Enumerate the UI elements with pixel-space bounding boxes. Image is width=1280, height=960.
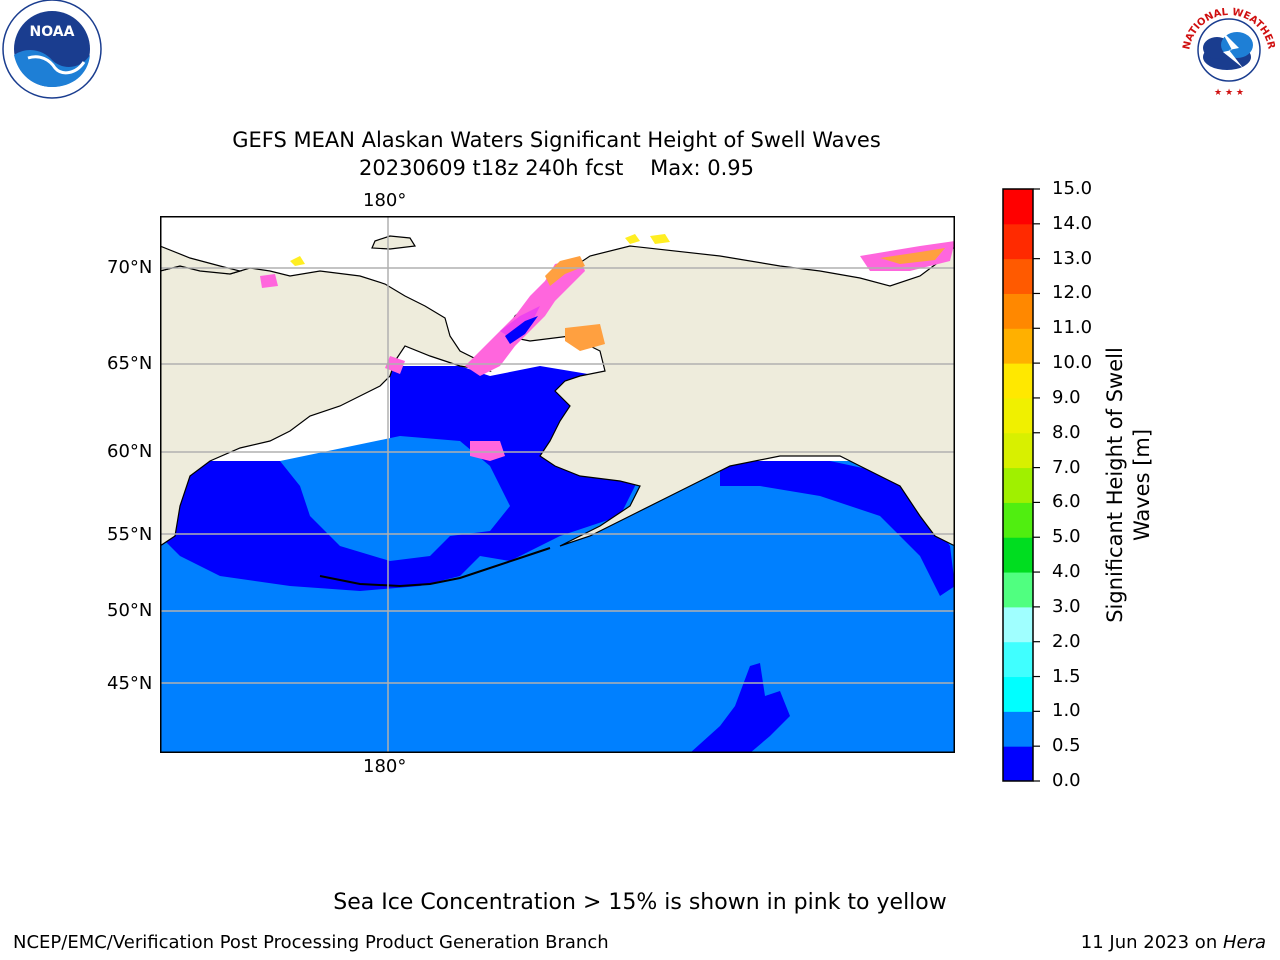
colorbar-segment [1003,397,1033,434]
swell-map [160,216,955,753]
colorbar-tick-label: 8.0 [1052,421,1081,443]
colorbar-segment [1003,363,1033,399]
lat-label-70: 70°N [107,257,153,278]
colorbar-segment [1003,432,1033,469]
lat-label-45: 45°N [107,673,153,694]
graticule [160,216,955,753]
lon-label-bottom: 180° [363,756,407,777]
ocean-low-zone-south [690,663,790,753]
colorbar-tick-label: 1.0 [1052,700,1081,722]
colorbar-segment [1003,189,1033,225]
colorbar-segment [1003,746,1033,782]
colorbar-tick-label: 2.0 [1052,630,1081,652]
lat-label-55: 55°N [107,524,153,545]
colorbar-tick-label: 10.0 [1052,352,1093,374]
svg-text:★ ★ ★: ★ ★ ★ [1214,88,1244,98]
colorbar-tick-label: 13.0 [1052,247,1093,269]
chart-subtitle: 20230609 t18z 240h fcst Max: 0.95 [358,156,755,180]
colorbar-tick-label: 7.0 [1052,456,1081,478]
colorbar-segment [1003,223,1033,260]
colorbar-segment [1003,641,1033,678]
sea-ice-chukchi-edge [545,256,585,286]
colorbar [1002,188,1040,782]
colorbar-segment [1003,606,1033,643]
colorbar-tick-label: 12.0 [1052,282,1093,304]
noaa-logo-text: NOAA [30,24,75,40]
footer-host: Hera [1222,932,1266,953]
colorbar-segment [1003,502,1033,538]
lat-label-60: 60°N [107,441,153,462]
colorbar-tick-label: 3.0 [1052,595,1081,617]
colorbar-tick-label: 5.0 [1052,526,1081,548]
colorbar-tick-label: 6.0 [1052,491,1081,513]
noaa-logo: NOAA [2,0,102,99]
chart-title: GEFS MEAN Alaskan Waters Significant Hei… [232,128,881,152]
colorbar-tick-label: 0.0 [1052,770,1081,791]
colorbar-segment [1003,537,1033,573]
colorbar-segment [1003,328,1033,364]
lat-label-65: 65°N [107,353,153,374]
colorbar-tick-label: 0.5 [1052,735,1081,757]
colorbar-label-line1: Significant Height of Swell [1103,347,1127,623]
colorbar-segment [1003,676,1033,712]
colorbar-tick-label: 1.5 [1052,665,1081,687]
colorbar-tick-label: 4.0 [1052,561,1081,583]
sea-ice-note: Sea Ice Concentration > 15% is shown in … [333,890,947,915]
footer-date-text: 11 Jun 2023 on [1080,932,1223,953]
colorbar-segment [1003,293,1033,329]
colorbar-tick-label: 14.0 [1052,212,1093,234]
nws-logo: NATIONAL WEATHER SERVICE ★ ★ ★ [1177,0,1277,98]
colorbar-tick-label: 11.0 [1052,317,1093,339]
ocean-low-zone-gulf [720,461,955,596]
colorbar-segment [1003,711,1033,747]
colorbar-tick-label: 9.0 [1052,386,1081,408]
colorbar-segment [1003,467,1033,503]
colorbar-segment [1003,572,1033,608]
colorbar-label-line2: Waves [m] [1130,428,1154,542]
colorbar-tick-label: 15.0 [1052,178,1093,199]
land-alaska [504,216,955,547]
lat-label-50: 50°N [107,600,153,621]
footer-branch: NCEP/EMC/Verification Post Processing Pr… [13,932,609,953]
colorbar-segment [1003,258,1033,294]
footer-date: 11 Jun 2023 on Hera [1081,932,1266,953]
lon-label-top: 180° [363,190,407,211]
